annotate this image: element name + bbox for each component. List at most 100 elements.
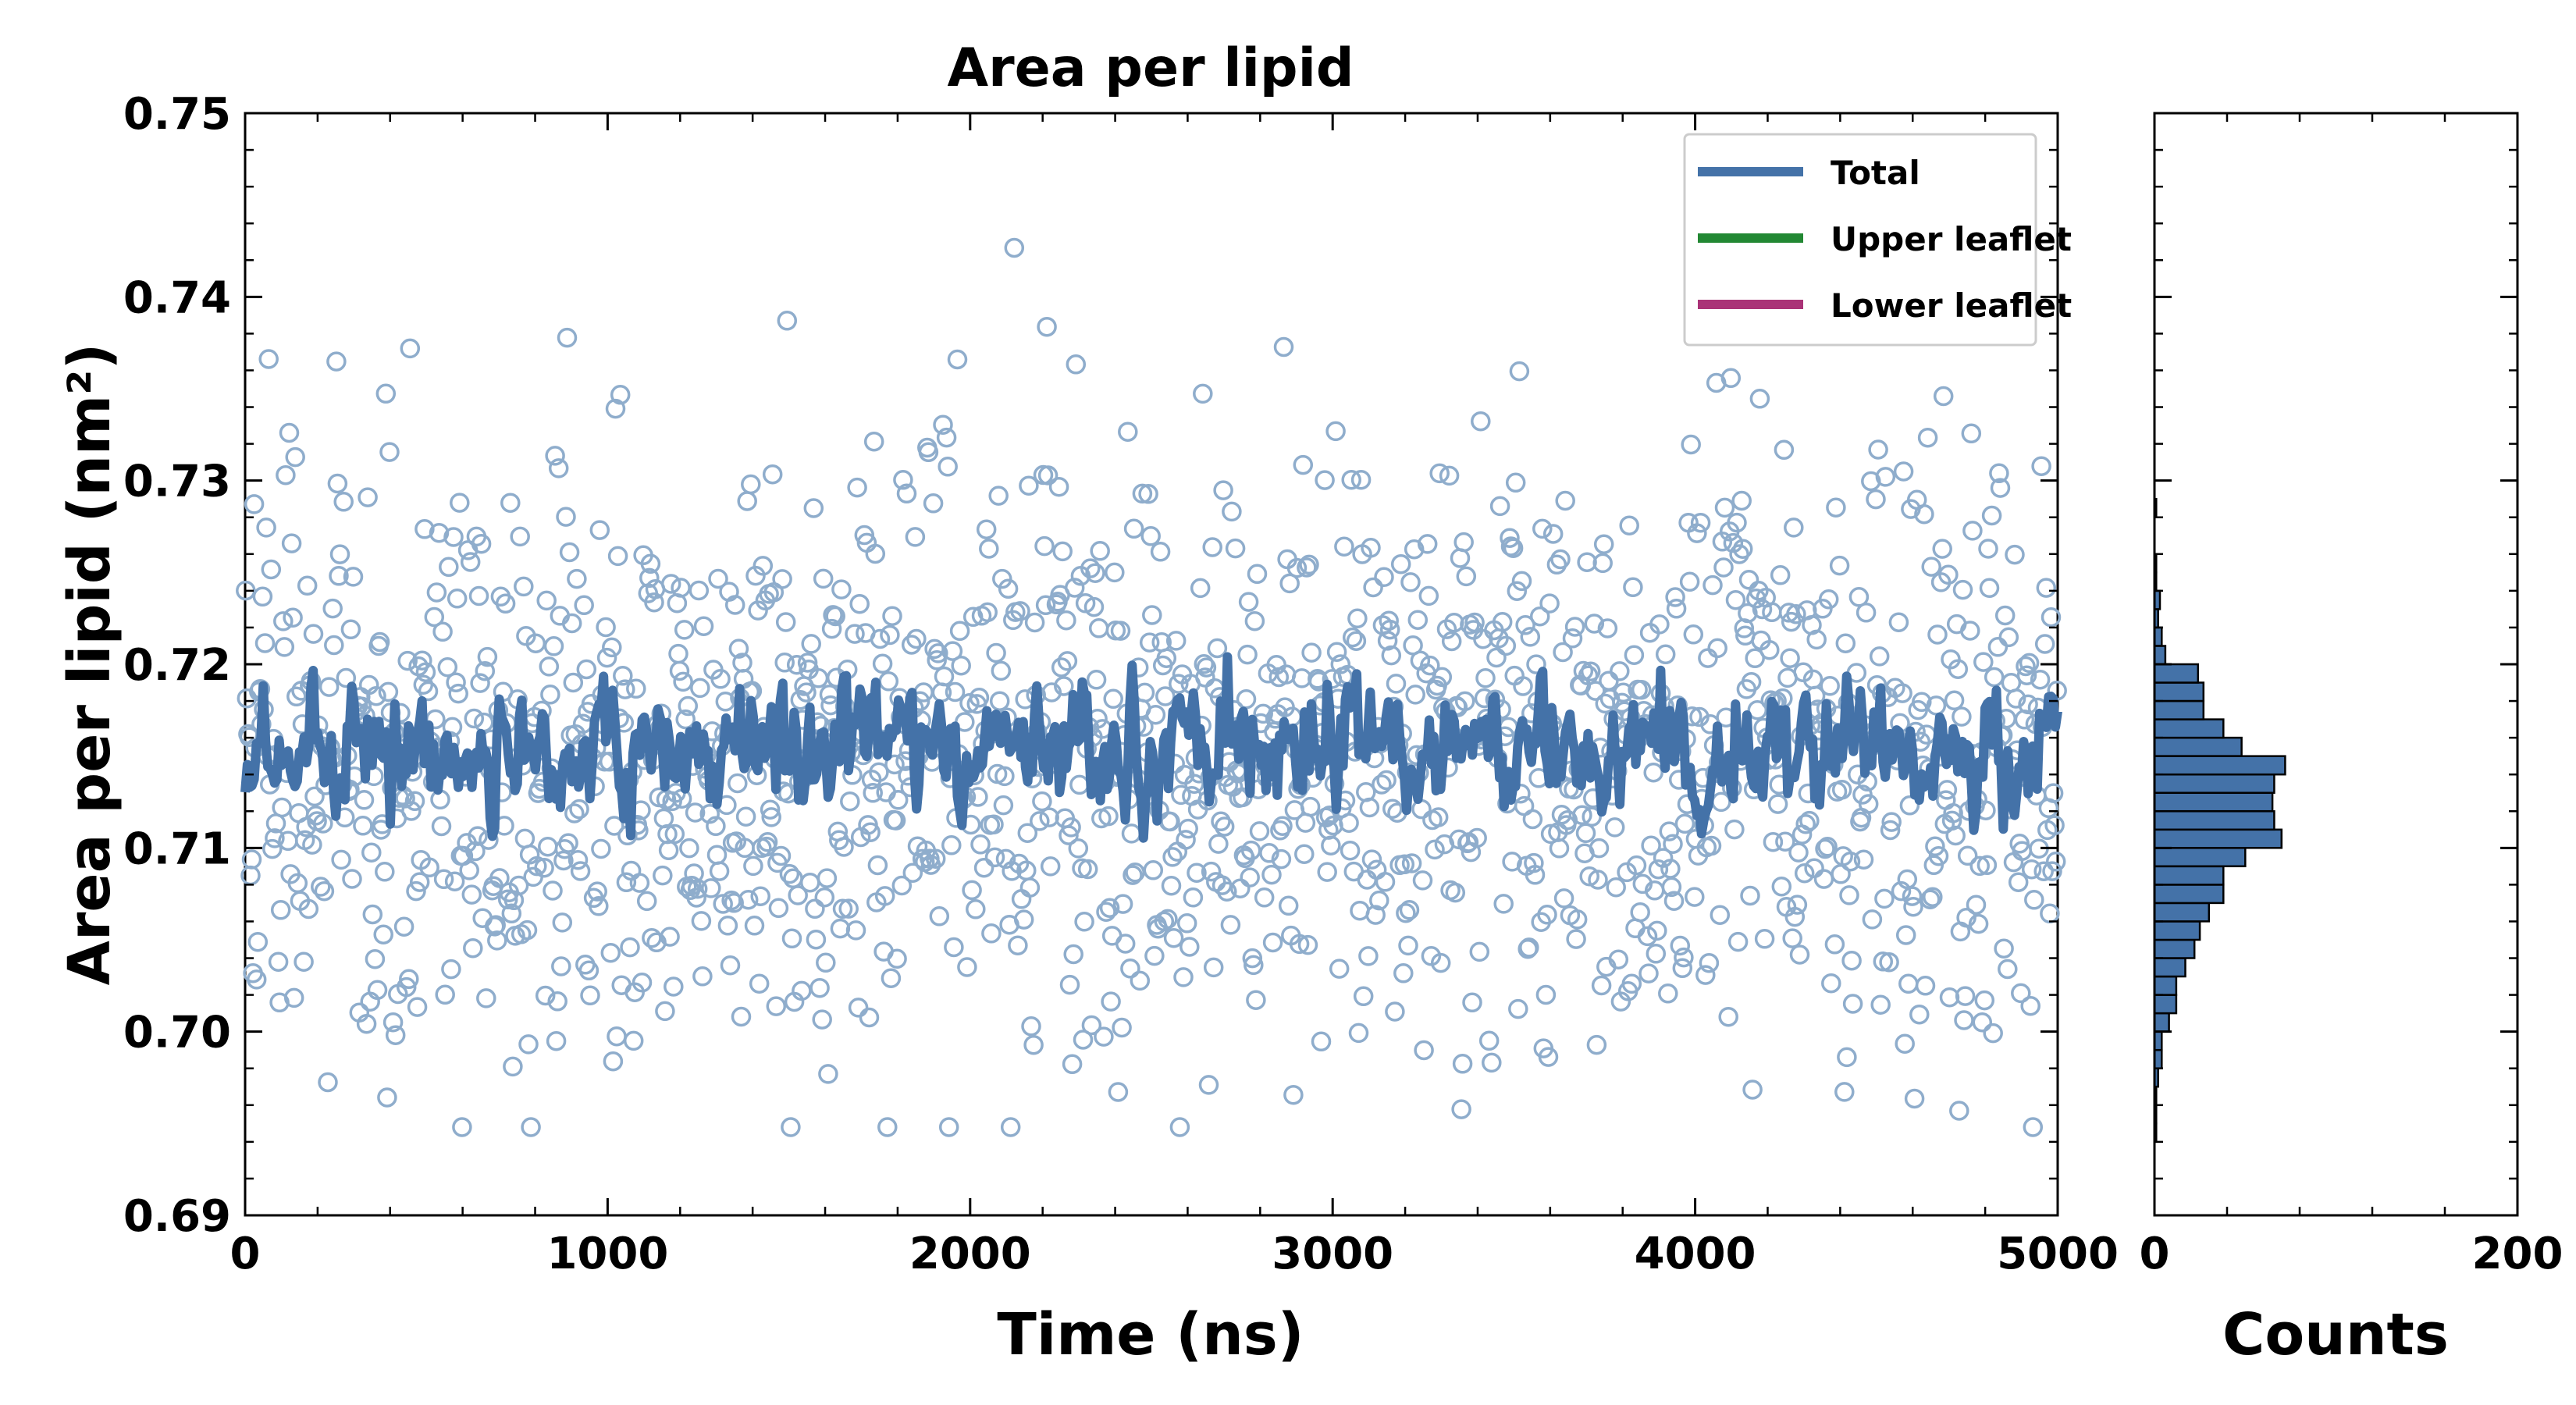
histogram-bar <box>2153 810 2275 831</box>
scatter-point <box>236 580 256 601</box>
scatter-point <box>1201 861 1222 882</box>
scatter-point <box>527 855 547 877</box>
scatter-point <box>701 878 721 898</box>
scatter-point <box>1679 571 1700 592</box>
scatter-point <box>304 786 325 807</box>
scatter-point <box>1921 557 1941 577</box>
histogram-bar <box>2153 938 2196 959</box>
scatter-point <box>1815 838 1835 859</box>
scatter-point <box>1365 905 1386 925</box>
scatter-point <box>1171 784 1191 806</box>
scatter-point <box>664 976 684 997</box>
scatter-point <box>1183 887 1204 908</box>
scatter-point <box>1666 599 1687 619</box>
scatter-point <box>429 522 450 543</box>
scatter-point <box>1535 984 1557 1005</box>
scatter-point <box>1377 631 1398 651</box>
scatter-point <box>685 802 706 823</box>
scatter-point <box>1293 454 1314 475</box>
scatter-point <box>896 483 917 504</box>
scatter-point <box>906 628 927 649</box>
scatter-point <box>1580 661 1601 681</box>
y-tick-label: 0.71 <box>123 823 231 874</box>
histogram-bar <box>2153 755 2286 776</box>
scatter-point <box>1019 475 1039 496</box>
scatter-point <box>1123 865 1143 885</box>
scatter-point <box>272 797 292 818</box>
scatter-point <box>1799 810 1820 831</box>
scatter-point <box>1412 870 1433 891</box>
scatter-point <box>966 899 986 919</box>
histogram-frame <box>2153 112 2519 1217</box>
scatter-point <box>1759 639 1780 660</box>
scatter-point <box>1158 909 1178 930</box>
scatter-point <box>1795 813 1816 834</box>
scatter-point <box>757 832 778 852</box>
scatter-point <box>439 557 459 578</box>
scatter-point <box>294 951 314 972</box>
scatter-point <box>1061 817 1081 838</box>
scatter-point <box>1405 685 1425 705</box>
scatter-point <box>838 898 859 919</box>
scatter-point <box>1066 354 1087 375</box>
scatter-point <box>418 681 439 702</box>
scatter-point <box>1784 906 1806 927</box>
scatter-point <box>1647 920 1667 941</box>
scatter-point <box>928 643 948 663</box>
scatter-point <box>616 872 637 893</box>
scatter-point <box>1856 603 1877 623</box>
scatter-point <box>1404 539 1425 560</box>
scatter-point <box>1326 642 1347 662</box>
scatter-point <box>845 920 866 941</box>
scatter-point <box>1747 699 1768 720</box>
scatter-point <box>270 900 291 920</box>
scatter-point <box>783 868 803 889</box>
scatter-point <box>1974 990 1995 1011</box>
scatter-point <box>1880 820 1901 841</box>
scatter-point <box>373 924 393 944</box>
scatter-point <box>1649 614 1670 635</box>
scatter-point <box>1096 902 1116 922</box>
scatter-point <box>992 568 1012 589</box>
scatter-point <box>503 1056 523 1077</box>
scatter-point <box>942 641 963 661</box>
scatter-point <box>1584 614 1605 634</box>
scatter-point <box>1939 987 1960 1008</box>
scatter-point <box>1214 816 1235 837</box>
scatter-point <box>706 816 726 837</box>
scatter-point <box>362 904 383 925</box>
scatter-point <box>1592 553 1613 574</box>
scatter-point <box>774 653 795 673</box>
scatter-point <box>806 929 827 950</box>
histogram-bar <box>2153 663 2200 684</box>
scatter-point <box>788 885 808 905</box>
scatter-point <box>760 799 781 820</box>
scatter-point <box>1475 667 1496 688</box>
scatter-point <box>884 754 905 775</box>
scatter-point <box>991 660 1012 681</box>
x-tick-label: 5000 <box>1997 1229 2119 1279</box>
scatter-point <box>1718 1006 1738 1027</box>
scatter-point <box>1915 976 1936 996</box>
scatter-point <box>443 527 464 547</box>
scatter-point <box>781 1117 801 1137</box>
scatter-point <box>568 849 589 870</box>
scatter-point <box>543 880 563 901</box>
scatter-point <box>1086 670 1107 690</box>
scatter-point <box>1813 869 1834 889</box>
scatter-point <box>435 984 455 1005</box>
scatter-point <box>1348 1023 1369 1044</box>
scatter-point <box>1425 839 1445 860</box>
scatter-point <box>1626 855 1647 876</box>
scatter-point <box>1202 537 1222 557</box>
histogram-bar <box>2153 957 2186 978</box>
scatter-point <box>1414 1040 1434 1061</box>
scatter-point <box>874 886 895 906</box>
scatter-point <box>1112 894 1133 914</box>
scatter-point <box>923 493 944 514</box>
scatter-point <box>818 1064 838 1084</box>
scatter-point <box>1952 579 1973 600</box>
scatter-point <box>1271 848 1292 870</box>
scatter-point <box>1902 886 1923 906</box>
scatter-point <box>1874 888 1895 909</box>
